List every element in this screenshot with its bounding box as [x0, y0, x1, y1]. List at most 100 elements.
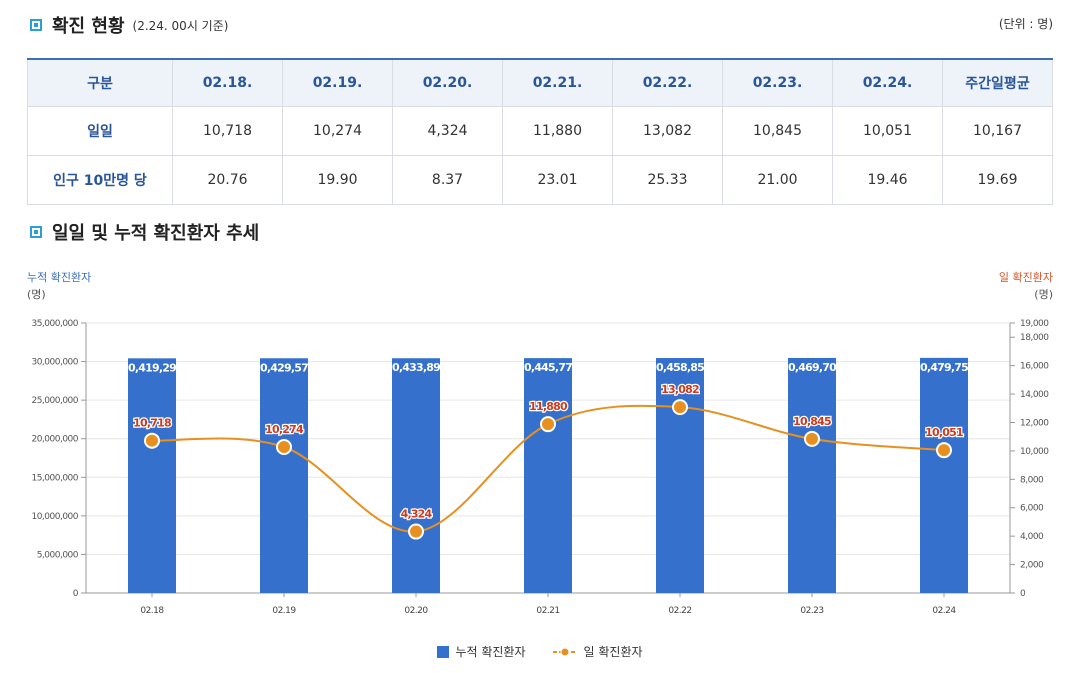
line-value-label: 10,845 — [793, 415, 831, 428]
right-tick-label: 2,000 — [1020, 561, 1044, 571]
bar — [788, 357, 836, 593]
right-tick-label: 14,000 — [1020, 390, 1049, 400]
x-tick-label: 02.24 — [932, 606, 956, 616]
right-axis-title: 일 확진환자 — [999, 270, 1053, 284]
section-title: 확진 현황 — [52, 16, 125, 37]
bar-value-label: 30,419,297 — [121, 361, 183, 374]
table-row: 인구 10만명 당 20.76 19.90 8.37 23.01 25.33 2… — [27, 155, 1053, 205]
status-section-header: 확진 현황 (2.24. 00시 기준) — [30, 12, 228, 38]
table-cell: 20.76 — [172, 155, 283, 205]
chart-section-title: 일일 및 누적 확진환자 추세 — [52, 223, 260, 244]
line-point — [672, 399, 688, 416]
table-row: 일일 10,718 10,274 4,324 11,880 13,082 10,… — [27, 106, 1053, 156]
column-header: 02.22. — [612, 58, 723, 107]
line-value-label: 10,051 — [925, 426, 963, 439]
right-tick-label: 19,000 — [1020, 319, 1049, 329]
left-axis-title: 누적 확진환자 — [27, 271, 91, 284]
line-value-label: 10,274 — [265, 423, 304, 436]
bar-value-label: 30,433,895 — [385, 361, 447, 374]
table-cell: 10,274 — [282, 106, 393, 156]
table-cell: 19.69 — [942, 155, 1053, 205]
bar — [920, 357, 968, 593]
bar-value-label: 30,469,702 — [781, 361, 843, 374]
bar-value-label: 30,479,753 — [913, 361, 975, 374]
right-tick-label: 18,000 — [1020, 333, 1049, 343]
column-header: 02.24. — [832, 58, 943, 107]
line-point — [804, 430, 820, 447]
legend-line-swatch — [552, 647, 577, 656]
left-tick-label: 35,000,000 — [31, 319, 78, 329]
left-tick-label: 5,000,000 — [37, 550, 79, 560]
table-cell: 13,082 — [612, 106, 723, 156]
chart-legend: 누적 확진환자 일 확진환자 — [0, 643, 1080, 660]
table-cell: 10,845 — [722, 106, 833, 156]
x-tick-label: 02.23 — [800, 606, 823, 616]
table-cell: 4,324 — [392, 106, 503, 156]
table-cell: 21.00 — [722, 155, 833, 205]
row-header: 인구 10만명 당 — [27, 155, 173, 205]
x-tick-label: 02.22 — [668, 606, 691, 616]
table-cell: 19.46 — [832, 155, 943, 205]
unit-label: (단위 : 명) — [998, 17, 1053, 31]
table-cell: 11,880 — [502, 106, 613, 156]
x-tick-label: 02.21 — [536, 606, 559, 616]
left-tick-label: 10,000,000 — [31, 512, 78, 522]
bar-value-label: 30,445,775 — [517, 361, 579, 374]
line-value-label: 11,880 — [529, 400, 568, 413]
legend-item-cumulative: 누적 확진환자 — [437, 643, 526, 660]
table-cell: 19.90 — [282, 155, 393, 205]
left-tick-label: 25,000,000 — [31, 396, 78, 406]
line-point — [408, 523, 424, 540]
legend-label: 누적 확진환자 — [455, 645, 526, 659]
line-point — [276, 439, 292, 456]
column-header: 주간일평균 — [942, 58, 1053, 107]
line-series — [144, 399, 952, 540]
column-header: 02.23. — [722, 58, 833, 107]
column-header: 구분 — [27, 58, 173, 107]
right-tick-label: 16,000 — [1020, 362, 1049, 372]
table-cell: 10,051 — [832, 106, 943, 156]
left-tick-label: 0 — [73, 589, 79, 599]
section-subtitle: (2.24. 00시 기준) — [132, 18, 229, 33]
table-cell: 10,167 — [942, 106, 1053, 156]
section-bullet-icon — [30, 226, 42, 238]
table-cell: 10,718 — [172, 106, 283, 156]
line-point — [144, 432, 160, 449]
bar — [260, 358, 308, 593]
line-value-label: 4,324 — [401, 508, 433, 521]
legend-bar-swatch — [437, 645, 450, 658]
right-tick-label: 8,000 — [1020, 475, 1044, 485]
right-tick-label: 10,000 — [1020, 447, 1049, 457]
bar-series — [128, 357, 968, 593]
table-cell: 25.33 — [612, 155, 723, 205]
legend-label: 일 확진환자 — [583, 645, 643, 659]
column-header: 02.19. — [282, 58, 393, 107]
section-bullet-icon — [30, 19, 42, 31]
bar — [392, 358, 440, 593]
table-header-row: 구분 02.18. 02.19. 02.20. 02.21. 02.22. 02… — [27, 58, 1053, 107]
stats-table: 구분 02.18. 02.19. 02.20. 02.21. 02.22. 02… — [27, 58, 1053, 205]
column-header: 02.21. — [502, 58, 613, 107]
bar-value-label: 30,458,857 — [649, 361, 711, 374]
chart-section-header: 일일 및 누적 확진환자 추세 — [30, 219, 259, 245]
left-axis-unit: (명) — [27, 288, 46, 301]
line-point — [936, 442, 952, 459]
column-header: 02.20. — [392, 58, 503, 107]
table-cell: 8.37 — [392, 155, 503, 205]
right-axis-unit: (명) — [1034, 288, 1053, 301]
left-tick-label: 20,000,000 — [31, 435, 78, 445]
right-tick-label: 6,000 — [1020, 504, 1044, 514]
left-tick-label: 15,000,000 — [31, 473, 78, 483]
x-tick-label: 02.18 — [140, 606, 164, 616]
x-tick-label: 02.20 — [404, 606, 428, 616]
line-point — [540, 416, 556, 433]
axes: 누적 확진환자 (명) 일 확진환자 (명) 0 5,000,000 10,000,000 1… — [27, 270, 1053, 616]
bar — [524, 358, 572, 593]
line-value-label: 10,718 — [133, 417, 171, 430]
right-tick-label: 12,000 — [1020, 418, 1049, 428]
bar — [656, 358, 704, 593]
right-tick-label: 4,000 — [1020, 532, 1044, 542]
row-header: 일일 — [27, 106, 173, 156]
combo-chart: 누적 확진환자 (명) 일 확진환자 (명) 0 5,000,000 10,000,000 1… — [27, 270, 1053, 616]
column-header: 02.18. — [172, 58, 283, 107]
